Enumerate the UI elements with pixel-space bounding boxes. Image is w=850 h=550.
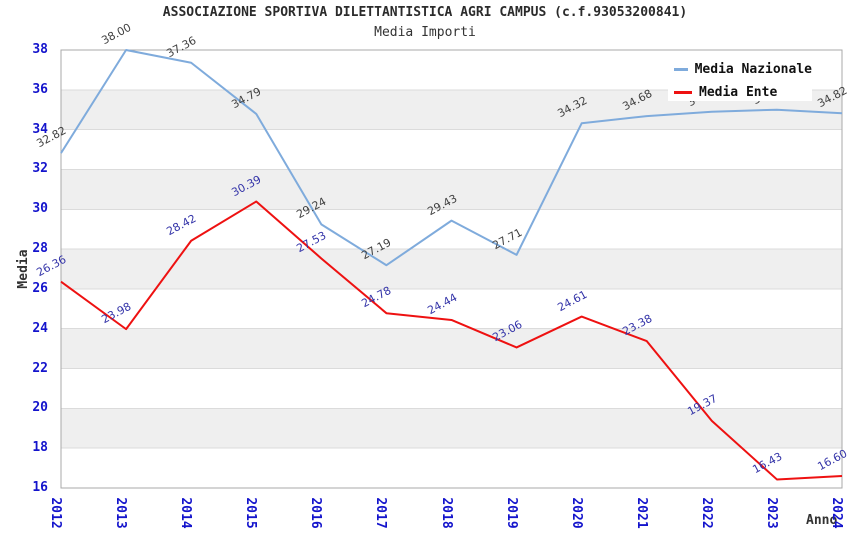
- x-tick-label: 2015: [243, 497, 259, 529]
- plot-band: [61, 169, 842, 210]
- x-tick-label: 2023: [763, 497, 779, 529]
- y-tick-label: 32: [32, 161, 48, 177]
- x-axis-title: Anno: [806, 513, 838, 528]
- plot-band: [61, 249, 842, 289]
- legend-label-media-ente: Media Ente: [699, 84, 778, 100]
- x-tick-label: 2022: [698, 497, 714, 529]
- y-tick-label: 38: [32, 42, 48, 57]
- x-tick-label: 2013: [113, 497, 129, 529]
- x-tick-label: 2018: [438, 497, 454, 529]
- legend-swatch-media-nazionale-icon: [674, 67, 688, 71]
- plot-band: [61, 408, 842, 449]
- x-tick-label: 2014: [178, 497, 194, 529]
- y-tick-label: 16: [32, 480, 48, 495]
- y-tick-label: 34: [32, 121, 48, 137]
- y-tick-label: 22: [32, 360, 48, 376]
- x-tick-label: 2016: [308, 497, 324, 529]
- legend-swatch-media-ente-icon: [674, 90, 692, 94]
- x-tick-label: 2019: [503, 497, 519, 529]
- series-line-media-ente: [60, 200, 843, 481]
- y-tick-label: 26: [32, 280, 48, 296]
- chart-subtitle: Media Importi: [374, 25, 476, 40]
- y-tick-label: 18: [32, 440, 48, 456]
- x-tick-label: 2017: [373, 497, 389, 529]
- legend-label-media-nazionale: Media Nazionale: [694, 61, 812, 77]
- chart-title: ASSOCIAZIONE SPORTIVA DILETTANTISTICA AG…: [162, 5, 688, 20]
- x-tick-label: 2024: [829, 497, 844, 529]
- x-tick-label: 2021: [633, 497, 649, 529]
- y-tick-label: 20: [32, 400, 48, 416]
- y-tick-label: 30: [32, 201, 48, 217]
- y-tick-label: 24: [32, 320, 48, 336]
- legend-item-media-ente: Media Ente: [674, 83, 812, 101]
- legend-item-media-nazionale: Media Nazionale: [674, 60, 812, 78]
- plot-band: [61, 328, 842, 369]
- series-line-media-nazionale: [60, 49, 843, 267]
- y-tick-label: 28: [32, 241, 48, 257]
- y-tick-label: 36: [32, 81, 48, 97]
- x-tick-label: 2012: [48, 497, 63, 529]
- legend: Media Nazionale Media Ente: [668, 55, 812, 101]
- plot-border: [60, 49, 843, 489]
- x-tick-label: 2020: [568, 497, 584, 529]
